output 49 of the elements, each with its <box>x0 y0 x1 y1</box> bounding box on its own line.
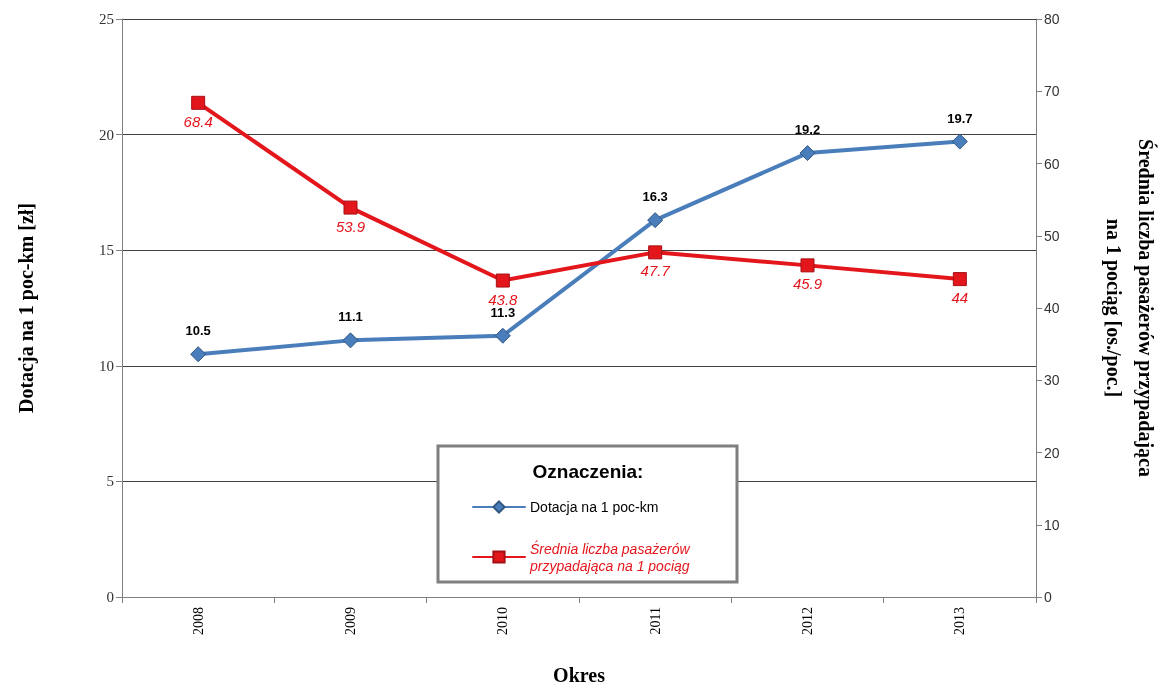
x-tick-label: 2012 <box>800 607 815 635</box>
y2-tick-label: 60 <box>1044 155 1060 172</box>
legend-label: Dotacja na 1 poc-km <box>530 499 659 515</box>
data-label: 16.3 <box>642 189 668 205</box>
point <box>190 346 207 363</box>
data-label: 44 <box>951 289 969 307</box>
y-tick-label: 5 <box>106 473 114 490</box>
data-label: 19.2 <box>794 122 821 138</box>
point <box>951 133 968 150</box>
y2-tick-label: 20 <box>1044 444 1060 461</box>
point <box>648 245 663 260</box>
point <box>342 332 359 349</box>
y2-tick-label: 40 <box>1044 300 1060 316</box>
y-tick-label: 0 <box>106 589 114 605</box>
y-tick-label: 15 <box>99 242 114 259</box>
point <box>191 95 206 110</box>
point <box>494 327 511 344</box>
point <box>799 145 816 162</box>
x-axis-title: Okres <box>553 664 606 686</box>
point <box>343 200 358 215</box>
data-label: 53.9 <box>335 217 366 235</box>
legend-label: Średnia liczba pasażerów przypadająca na 1 pociąg <box>529 539 694 574</box>
y2-tick-label: 70 <box>1044 83 1060 100</box>
point <box>647 212 664 229</box>
y2-tick-label: 80 <box>1044 11 1060 27</box>
x-tick-label: 2013 <box>952 607 968 635</box>
x-tick-label: 2008 <box>190 607 206 635</box>
x-tick-label: 2009 <box>343 607 358 635</box>
y-axis-title: Dotacja na 1 poc-km [zł] <box>15 203 38 413</box>
y2-axis-title: Średnia liczba pasażerów przypadająca na 1 pociąg [os./poc.] <box>1102 139 1158 477</box>
y-tick-label: 25 <box>99 11 114 27</box>
data-label: 68.4 <box>183 112 213 130</box>
point <box>495 273 510 288</box>
y2-tick-label: 50 <box>1044 227 1060 244</box>
y2-tick-label: 0 <box>1044 589 1052 605</box>
data-label: 47.7 <box>640 262 671 280</box>
data-label: 19.7 <box>947 110 973 126</box>
y-tick-label: 10 <box>99 357 114 374</box>
legend-title: Oznaczenia: <box>532 461 644 482</box>
x-tick-label: 2011 <box>647 607 663 635</box>
y2-tick-label: 30 <box>1044 372 1060 389</box>
data-label: 10.5 <box>185 323 211 339</box>
data-label: 11.1 <box>338 309 363 325</box>
y-tick-label: 20 <box>99 126 114 143</box>
y2-tick-label: 10 <box>1044 516 1060 533</box>
point <box>952 272 967 287</box>
data-label: 45.9 <box>792 275 823 293</box>
point <box>800 258 815 273</box>
x-tick-label: 2010 <box>495 607 511 635</box>
